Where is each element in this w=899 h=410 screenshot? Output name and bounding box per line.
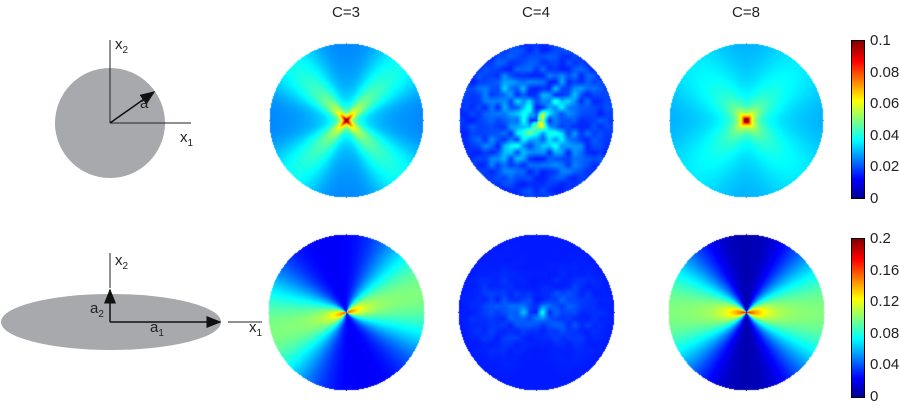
colorbar-tick: 0 xyxy=(870,388,879,405)
colorbar-bottom xyxy=(851,238,865,398)
colorbar-tick: 0.2 xyxy=(870,230,891,247)
colorbar-tick: 0.12 xyxy=(870,293,899,310)
heatmap-ellipse-c8 xyxy=(667,233,825,391)
a2-label: a2 xyxy=(90,300,104,320)
colorbar-tick: 0.04 xyxy=(870,127,899,144)
column-title-c3: C=3 xyxy=(332,4,360,21)
x2-label: x2 xyxy=(115,36,129,56)
colorbar-tick: 0.1 xyxy=(870,32,891,49)
column-title-c8: C=8 xyxy=(732,4,760,21)
colorbar-tick: 0.08 xyxy=(870,325,899,342)
heatmap-circle-c8 xyxy=(668,42,824,198)
column-title-c4: C=4 xyxy=(522,4,550,21)
x1-label: x1 xyxy=(180,129,194,149)
a-label: a xyxy=(140,95,149,112)
a1-label: a1 xyxy=(150,319,164,339)
colorbar-tick: 0.04 xyxy=(870,356,899,373)
circular-inclusion-schematic xyxy=(55,40,191,178)
colorbar-tick: 0.02 xyxy=(870,158,899,175)
colorbar-tick: 0.08 xyxy=(870,64,899,81)
x2-label: x2 xyxy=(115,252,129,272)
heatmap-ellipse-c3 xyxy=(267,233,425,391)
schematics xyxy=(1,40,262,350)
elliptical-inclusion-schematic xyxy=(1,253,262,350)
colorbar-tick: 0 xyxy=(870,190,879,207)
radius-arrow xyxy=(109,91,156,124)
x1-label: x1 xyxy=(249,319,263,339)
colorbar-tick: 0.06 xyxy=(870,95,899,112)
heatmap-circle-c4 xyxy=(458,42,614,198)
heatmap-ellipse-c4 xyxy=(457,233,615,391)
heatmap-circle-c3 xyxy=(268,42,424,198)
colorbar-tick: 0.16 xyxy=(870,262,899,279)
colorbar-top xyxy=(851,40,865,199)
